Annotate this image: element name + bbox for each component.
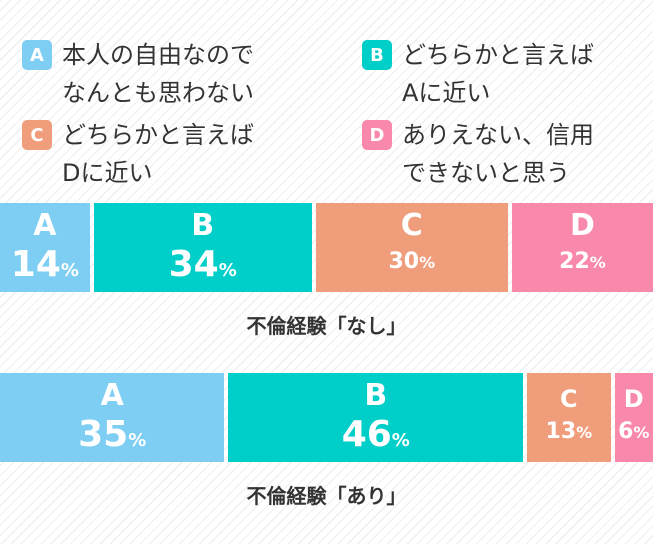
bar-value-label: 30 bbox=[388, 249, 420, 274]
chart-group-label: 不倫経験「あり」 bbox=[246, 484, 407, 508]
bar-category-label: B bbox=[191, 208, 215, 243]
bar-segment-d: D 22% bbox=[511, 203, 653, 292]
bar-value-label: 35 bbox=[78, 414, 129, 455]
legend-text: ありえない、信用 できないと思う bbox=[402, 121, 594, 187]
legend-text: どちらかと言えば Dに近い bbox=[62, 121, 254, 187]
bar-segment-d: D 6% bbox=[614, 373, 653, 462]
bar-unit-label: % bbox=[419, 253, 436, 272]
legend-swatch: B bbox=[362, 40, 392, 70]
bar-segment-c: C 30% bbox=[315, 203, 508, 292]
bar-value-label: 22 bbox=[559, 249, 590, 274]
bar-segment-a: A 35% bbox=[0, 373, 225, 462]
legend-swatch: C bbox=[22, 120, 52, 150]
bar-segment-a: A 14% bbox=[0, 203, 90, 292]
chart-group-label: 不倫経験「なし」 bbox=[246, 314, 407, 338]
bar-category-label: A bbox=[100, 378, 124, 413]
bar-category-label: C bbox=[560, 385, 578, 413]
legend-item-c: C どちらかと言えば Dに近い bbox=[22, 116, 302, 192]
legend-swatch: D bbox=[362, 120, 392, 150]
bar-value-label: 6 bbox=[618, 419, 634, 444]
legend-item-a: A 本人の自由なので なんとも思わない bbox=[22, 36, 302, 112]
legend-swatch: A bbox=[22, 40, 52, 70]
bar-unit-label: % bbox=[633, 423, 650, 442]
bar-segment-b: B 34% bbox=[93, 203, 312, 292]
bar-category-label: C bbox=[400, 208, 423, 243]
bar-category-label: B bbox=[364, 378, 388, 413]
bar-segment-b: B 46% bbox=[228, 373, 524, 462]
bar-value-label: 13 bbox=[545, 419, 577, 444]
legend-text: 本人の自由なので なんとも思わない bbox=[62, 41, 254, 107]
bar-unit-label: % bbox=[589, 253, 606, 272]
bar-category-label: D bbox=[623, 385, 644, 413]
bar-unit-label: % bbox=[218, 260, 237, 281]
legend: A 本人の自由なので なんとも思わない B どちらかと言えば Aに近い C どちらかと言え… bbox=[0, 0, 653, 195]
bar-unit-label: % bbox=[60, 260, 79, 281]
bar-unit-label: % bbox=[576, 423, 593, 442]
bar-value-label: 46 bbox=[341, 414, 392, 455]
stacked-bar-row-2: A 35% B 46% C 13% D 6% bbox=[0, 373, 653, 462]
legend-item-b: B どちらかと言えば Aに近い bbox=[362, 36, 642, 112]
bar-segment-c: C 13% bbox=[527, 373, 611, 462]
bar-value-label: 14 bbox=[10, 244, 61, 285]
bar-unit-label: % bbox=[128, 430, 147, 451]
stacked-bar-row-1: A 14% B 34% C 30% D 22% bbox=[0, 203, 653, 292]
legend-item-d: D ありえない、信用 できないと思う bbox=[362, 116, 642, 192]
bar-category-label: A bbox=[33, 208, 57, 243]
bar-value-label: 34 bbox=[168, 244, 219, 285]
bar-unit-label: % bbox=[391, 430, 410, 451]
bar-category-label: D bbox=[570, 208, 595, 243]
legend-text: どちらかと言えば Aに近い bbox=[402, 41, 594, 107]
